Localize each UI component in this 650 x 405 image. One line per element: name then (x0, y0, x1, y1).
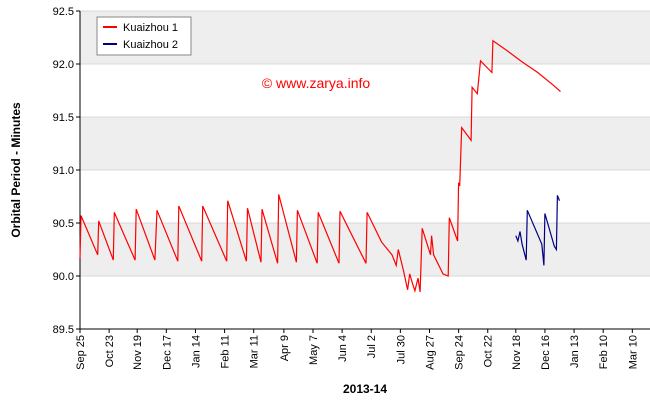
x-tick-label: Jan 13 (569, 335, 581, 368)
y-tick-label: 89.5 (53, 324, 74, 336)
x-tick-label: Nov 19 (132, 335, 144, 370)
y-axis-label: Orbital Period - Minutes (9, 102, 23, 238)
legend-box (96, 16, 192, 56)
y-tick-label: 92.0 (53, 59, 74, 71)
x-tick-label: May 7 (308, 335, 320, 365)
y-tick-label: 92.5 (53, 6, 74, 18)
x-tick-label: Jan 14 (190, 335, 202, 368)
x-axis-label: 2013-14 (343, 382, 387, 396)
watermark: © www.zarya.info (262, 75, 371, 91)
x-tick-label: Mar 11 (249, 335, 261, 368)
series-line (515, 195, 561, 266)
x-tick-label: Mar 10 (627, 335, 639, 369)
x-tick-label: Dec 16 (540, 335, 552, 370)
x-tick-label: Feb 11 (220, 335, 232, 368)
y-tick-label: 91.5 (53, 112, 74, 124)
x-tick-label: Apr 9 (279, 335, 291, 361)
grid-band (80, 117, 650, 170)
plot-layer: 89.5 90.0 90.5 91.0 91.5 92.0 92.5 Sep 25 Oct 23… (53, 6, 650, 370)
y-tick-label: 90.0 (53, 271, 74, 283)
x-tick-label: Feb 10 (598, 335, 610, 369)
x-tick-label: Sep 24 (454, 335, 466, 370)
x-tick-label: Jul 2 (366, 335, 378, 358)
x-tick-label: Jul 30 (395, 335, 407, 364)
x-tick-label: Aug 27 (424, 335, 436, 370)
x-tick-label: Oct 23 (104, 335, 116, 367)
y-tick-label: 91.0 (53, 165, 74, 177)
x-tick-label: Nov 18 (511, 335, 523, 370)
legend-label: Kuaizhou 1 (123, 22, 178, 34)
x-tick-label: Dec 17 (161, 335, 173, 370)
y-tick-label: 90.5 (53, 218, 74, 230)
x-tick-label: Sep 25 (75, 335, 87, 370)
x-tick-label: Oct 22 (483, 335, 495, 367)
x-tick-label: Jun 4 (337, 335, 349, 362)
grid-band (80, 223, 650, 276)
legend: Kuaizhou 1 Kuaizhou 2 (96, 16, 192, 56)
legend-label: Kuaizhou 2 (123, 39, 178, 51)
series-line (79, 39, 561, 293)
